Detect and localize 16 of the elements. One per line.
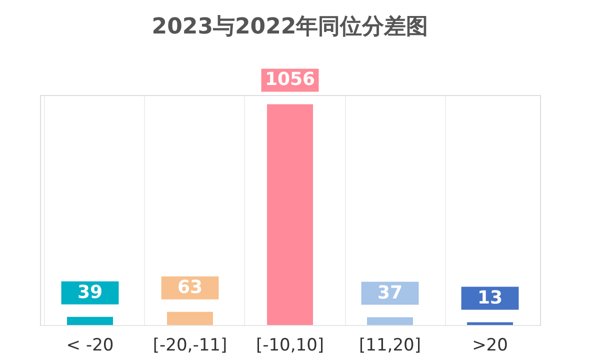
x-tick-label: [11,20] xyxy=(359,336,421,354)
data-label: 63 xyxy=(177,276,203,298)
x-tick-label: >20 xyxy=(472,336,508,354)
bar xyxy=(267,104,313,325)
data-label: 39 xyxy=(77,282,103,303)
x-tick-label: [-20,-11] xyxy=(152,336,228,354)
chart-title: 2023与2022年同位分差图 xyxy=(152,14,428,40)
x-tick-label: < -20 xyxy=(66,336,114,354)
bar xyxy=(367,317,413,325)
bar xyxy=(67,316,113,325)
data-label: 13 xyxy=(477,287,503,308)
bar xyxy=(467,322,513,325)
data-label: 1056 xyxy=(264,69,316,90)
bar xyxy=(167,312,213,325)
data-label: 37 xyxy=(377,282,403,304)
x-tick-label: [-10,10] xyxy=(256,336,324,354)
